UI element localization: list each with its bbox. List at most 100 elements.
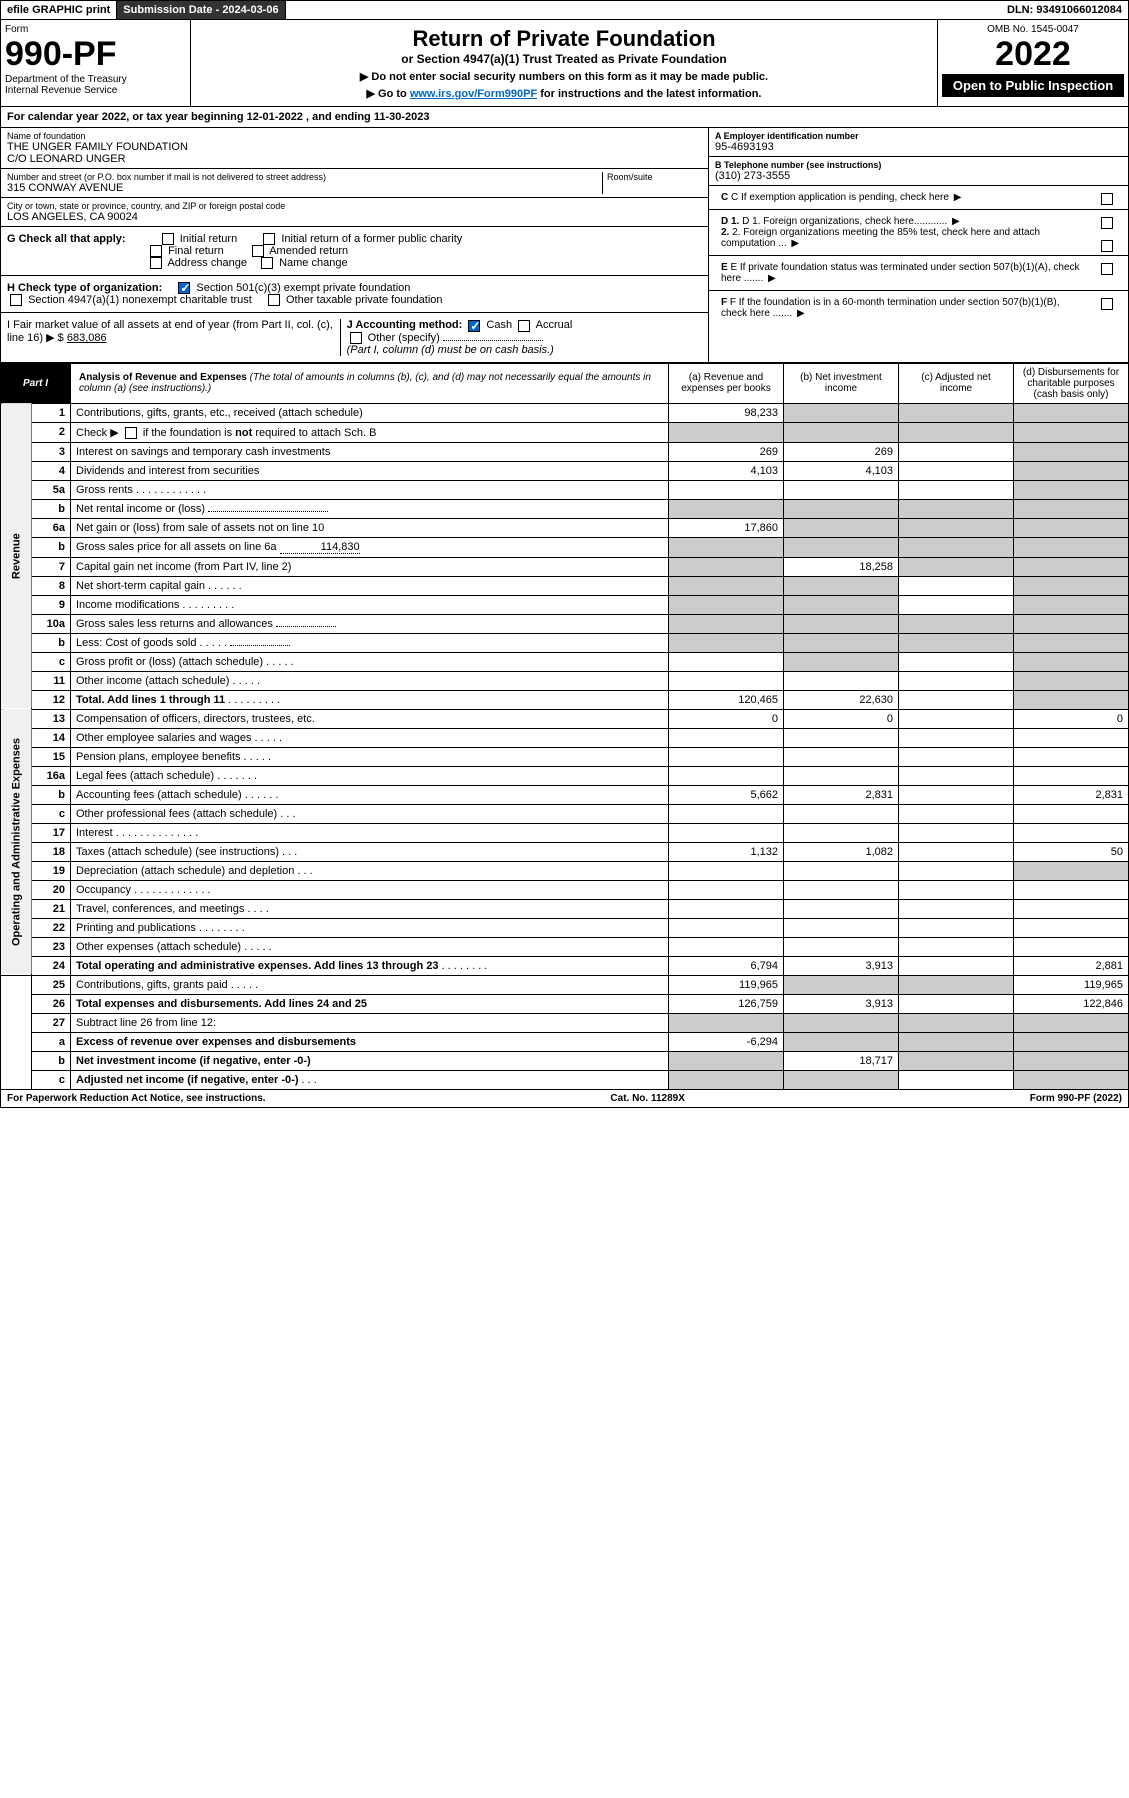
cb-name-change[interactable] (261, 257, 273, 269)
foundation-name-1: THE UNGER FAMILY FOUNDATION (7, 141, 702, 153)
expenses-label: Operating and Administrative Expenses (1, 709, 32, 975)
header-right: OMB No. 1545-0047 2022 Open to Public In… (938, 20, 1128, 106)
table-row: bNet rental income or (loss) (1, 499, 1129, 518)
city-state-zip: LOS ANGELES, CA 90024 (7, 211, 702, 223)
irs-link[interactable]: www.irs.gov/Form990PF (410, 88, 537, 100)
identity-right: A Employer identification number 95-4693… (708, 128, 1128, 362)
table-row: 5aGross rents . . . . . . . . . . . . (1, 480, 1129, 499)
note-ssn: ▶ Do not enter social security numbers o… (197, 70, 931, 83)
cb-address-change[interactable] (150, 257, 162, 269)
cb-cash[interactable] (468, 320, 480, 332)
cb-initial-former[interactable] (263, 233, 275, 245)
form-word: Form (5, 24, 186, 35)
table-row: Revenue 1Contributions, gifts, grants, e… (1, 403, 1129, 422)
open-inspection: Open to Public Inspection (942, 74, 1124, 97)
part1-table: Part I Analysis of Revenue and Expenses … (0, 363, 1129, 1090)
submission-date: Submission Date - 2024-03-06 (117, 1, 285, 19)
cb-4947[interactable] (10, 294, 22, 306)
efile-label[interactable]: efile GRAPHIC print (1, 1, 117, 19)
cb-d2[interactable] (1101, 240, 1113, 252)
table-row: 21Travel, conferences, and meetings . . … (1, 899, 1129, 918)
cb-f[interactable] (1101, 298, 1113, 310)
phone-value: (310) 273-3555 (715, 170, 1122, 182)
omb: OMB No. 1545-0047 (942, 24, 1124, 35)
section-e: E E If private foundation status was ter… (709, 256, 1128, 291)
irs: Internal Revenue Service (5, 85, 186, 96)
footer: For Paperwork Reduction Act Notice, see … (0, 1090, 1129, 1108)
form-number: 990-PF (5, 35, 186, 74)
phone-cell: B Telephone number (see instructions) (3… (709, 157, 1128, 186)
year-begin: 12-01-2022 (247, 111, 303, 123)
fmv-value: 683,086 (67, 332, 107, 344)
city-cell: City or town, state or province, country… (1, 198, 708, 227)
section-i: I Fair market value of all assets at end… (7, 319, 341, 355)
footer-right: Form 990-PF (2022) (1030, 1093, 1122, 1104)
part1-label: Part I (1, 363, 71, 403)
foundation-name-2: C/O LEONARD UNGER (7, 153, 702, 165)
cb-501c3[interactable] (178, 282, 190, 294)
year-end: 11-30-2023 (374, 111, 430, 123)
table-row: 23Other expenses (attach schedule) . . .… (1, 937, 1129, 956)
footer-mid: Cat. No. 11289X (266, 1093, 1030, 1104)
table-row: 8Net short-term capital gain . . . . . . (1, 576, 1129, 595)
section-h: H Check type of organization: Section 50… (1, 276, 708, 313)
cb-e[interactable] (1101, 263, 1113, 275)
cb-d1[interactable] (1101, 217, 1113, 229)
foundation-name-cell: Name of foundation THE UNGER FAMILY FOUN… (1, 128, 708, 169)
section-c: C C If exemption application is pending,… (709, 186, 1128, 210)
ein-value: 95-4693193 (715, 141, 1122, 153)
identity-section: Name of foundation THE UNGER FAMILY FOUN… (0, 128, 1129, 363)
cb-final-return[interactable] (150, 245, 162, 257)
identity-left: Name of foundation THE UNGER FAMILY FOUN… (1, 128, 708, 362)
col-c-header: (c) Adjusted net income (899, 363, 1014, 403)
table-row: 24Total operating and administrative exp… (1, 956, 1129, 975)
revenue-label: Revenue (1, 403, 32, 709)
table-row: 26Total expenses and disbursements. Add … (1, 994, 1129, 1013)
table-row: 11Other income (attach schedule) . . . .… (1, 671, 1129, 690)
note-link: ▶ Go to www.irs.gov/Form990PF for instru… (197, 87, 931, 100)
table-row: 4Dividends and interest from securities … (1, 461, 1129, 480)
table-row: 25Contributions, gifts, grants paid . . … (1, 975, 1129, 994)
table-row: 6aNet gain or (loss) from sale of assets… (1, 518, 1129, 537)
table-row: 18Taxes (attach schedule) (see instructi… (1, 842, 1129, 861)
dln: DLN: 93491066012084 (1001, 1, 1128, 19)
section-j: J Accounting method: Cash Accrual Other … (341, 319, 702, 355)
top-bar: efile GRAPHIC print Submission Date - 20… (0, 0, 1129, 20)
table-row: bAccounting fees (attach schedule) . . .… (1, 785, 1129, 804)
section-f: F F If the foundation is in a 60-month t… (709, 291, 1128, 325)
table-row: 27Subtract line 26 from line 12: (1, 1013, 1129, 1032)
table-row: Operating and Administrative Expenses 13… (1, 709, 1129, 728)
address-cell: Number and street (or P.O. box number if… (1, 169, 708, 198)
calendar-year-row: For calendar year 2022, or tax year begi… (0, 107, 1129, 128)
cb-other-method[interactable] (350, 332, 362, 344)
cb-sch-b[interactable] (125, 427, 137, 439)
table-row: 10aGross sales less returns and allowanc… (1, 614, 1129, 633)
table-row: 2 Check ▶ if the foundation is not requi… (1, 422, 1129, 442)
form-header: Form 990-PF Department of the Treasury I… (0, 20, 1129, 107)
cb-c[interactable] (1101, 193, 1113, 205)
table-row: cGross profit or (loss) (attach schedule… (1, 652, 1129, 671)
table-row: bLess: Cost of goods sold . . . . . (1, 633, 1129, 652)
tax-year: 2022 (942, 35, 1124, 74)
table-row: 14Other employee salaries and wages . . … (1, 728, 1129, 747)
section-d: D 1. D 1. Foreign organizations, check h… (709, 210, 1128, 256)
cb-other-taxable[interactable] (268, 294, 280, 306)
dept: Department of the Treasury (5, 74, 186, 85)
table-row: 19Depreciation (attach schedule) and dep… (1, 861, 1129, 880)
table-row: cOther professional fees (attach schedul… (1, 804, 1129, 823)
footer-left: For Paperwork Reduction Act Notice, see … (7, 1093, 266, 1104)
ein-cell: A Employer identification number 95-4693… (709, 128, 1128, 157)
table-row: bNet investment income (if negative, ent… (1, 1051, 1129, 1070)
table-row: 17Interest . . . . . . . . . . . . . . (1, 823, 1129, 842)
section-i-j: I Fair market value of all assets at end… (1, 313, 708, 361)
street-address: 315 CONWAY AVENUE (7, 182, 602, 194)
cb-amended[interactable] (252, 245, 264, 257)
table-row: bGross sales price for all assets on lin… (1, 537, 1129, 557)
cb-accrual[interactable] (518, 320, 530, 332)
table-row: 12Total. Add lines 1 through 11 . . . . … (1, 690, 1129, 709)
col-d-header: (d) Disbursements for charitable purpose… (1014, 363, 1129, 403)
table-row: aExcess of revenue over expenses and dis… (1, 1032, 1129, 1051)
room-suite-label: Room/suite (607, 172, 702, 182)
table-row: 3Interest on savings and temporary cash … (1, 442, 1129, 461)
cb-initial-return[interactable] (162, 233, 174, 245)
